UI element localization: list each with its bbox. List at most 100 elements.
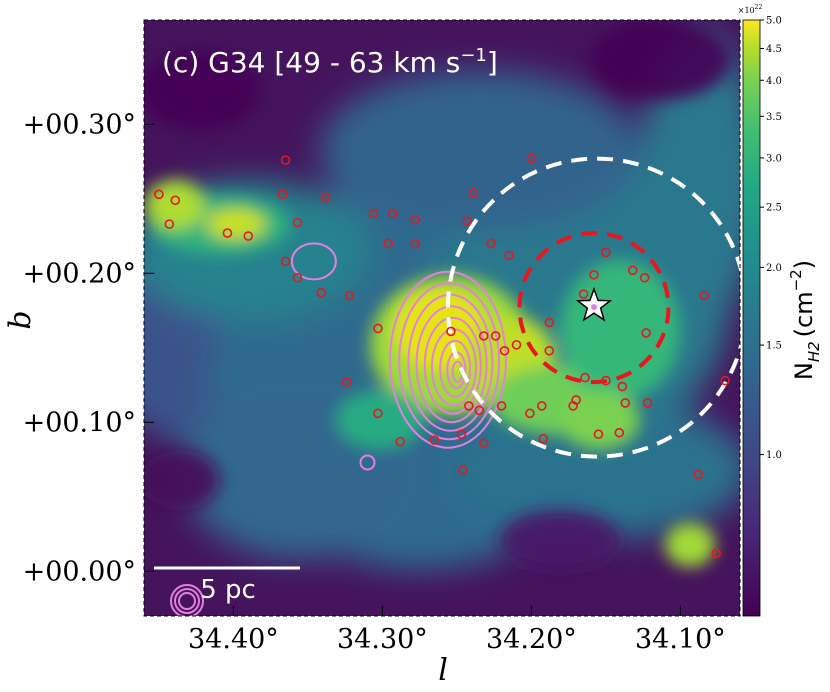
source-marker (641, 328, 651, 338)
source-marker (292, 217, 303, 228)
source-marker (474, 405, 485, 416)
source-marker (544, 345, 555, 356)
source-marker (456, 429, 467, 440)
source-marker (568, 401, 578, 411)
source-marker (464, 401, 474, 411)
colorbar-tick-label: 3.5 (766, 112, 782, 123)
source-marker (693, 469, 704, 480)
source-marker (544, 317, 555, 328)
colorbar-tick-label: 1.0 (766, 450, 782, 461)
colorbar-tick-label: 1.5 (766, 341, 782, 352)
plot-frame (143, 19, 741, 617)
source-marker (468, 188, 479, 198)
beam-ring (174, 588, 200, 614)
colorbar-tick-label: 3.0 (766, 153, 782, 164)
y-tick-label: +00.20° (23, 258, 136, 289)
x-tick-label: 34.40° (188, 624, 279, 655)
source-marker (280, 256, 291, 267)
source-marker (639, 272, 650, 283)
source-marker (410, 238, 420, 249)
source-marker (344, 290, 355, 301)
x-tick-label: 34.30° (337, 624, 428, 655)
contour-level (388, 270, 507, 449)
contour-level (359, 454, 376, 471)
source-marker (490, 331, 501, 341)
source-marker (462, 216, 473, 226)
source-marker (478, 331, 489, 341)
source-marker (526, 153, 537, 164)
source-marker (617, 381, 628, 392)
colorbar-tick-label: 4.0 (766, 76, 782, 87)
source-marker (589, 269, 599, 280)
contour-level (290, 242, 337, 281)
source-marker (593, 429, 604, 440)
colorbar-gradient (742, 19, 761, 617)
source-marker (280, 155, 291, 165)
source-marker (395, 436, 406, 447)
source-marker (499, 345, 510, 356)
source-marker (601, 247, 611, 258)
source-marker (614, 427, 625, 438)
x-tick-label: 34.10° (635, 624, 726, 655)
y-tick-label: +00.00° (23, 556, 136, 587)
source-marker (458, 465, 468, 475)
circle-inner-red-dashed (517, 231, 671, 385)
beam-ring (170, 584, 204, 616)
source-marker (620, 398, 631, 408)
colorbar-tick-label: 5.0 (766, 16, 782, 27)
colorbar-tick-label: 2.0 (766, 263, 782, 274)
contour-clump-sw (359, 454, 376, 471)
source-marker (320, 192, 331, 203)
source-marker (154, 189, 164, 200)
source-marker (496, 401, 507, 411)
y-tick-label: +00.30° (23, 109, 136, 140)
source-marker (511, 340, 522, 350)
colorbar-scale-note: ×1022 (738, 4, 763, 15)
source-marker (642, 398, 653, 408)
source-marker (478, 438, 489, 448)
source-marker (316, 287, 327, 298)
source-marker (243, 231, 254, 241)
beam-ring (178, 592, 196, 610)
source-marker (410, 214, 420, 225)
source-marker (341, 377, 352, 387)
contour-level (439, 339, 472, 398)
source-marker (504, 250, 514, 261)
colorbar-tick-label: 2.5 (766, 203, 782, 214)
star-center (590, 304, 597, 311)
colorbar-label: NH2(cm−2) (787, 260, 823, 380)
source-marker (170, 195, 181, 206)
source-marker (580, 372, 590, 383)
contour-level (423, 316, 482, 415)
source-marker (446, 326, 456, 337)
colorbar: 5.0 4.5 4.0 3.5 3.0 2.5 2.0 1.5 1.0 ×1022 NH2(cm… (738, 4, 823, 617)
contour-level (398, 282, 501, 441)
source-marker (429, 435, 440, 445)
colorbar-tick-label: 4.5 (766, 44, 782, 55)
source-marker (601, 375, 611, 386)
y-axis-label: b (3, 310, 38, 329)
scale-bar-label: 5 pc (200, 575, 256, 605)
source-marker (538, 433, 549, 444)
source-marker (373, 408, 383, 419)
column-density-map (144, 20, 740, 616)
panel-title: (c) G34 [49 - 63 km s−1] (162, 45, 498, 79)
source-marker (578, 289, 589, 299)
source-markers (154, 153, 730, 559)
source-marker (711, 548, 721, 559)
contour-level (415, 305, 488, 424)
source-marker (537, 401, 547, 411)
source-marker (388, 208, 398, 219)
source-marker (720, 375, 730, 386)
source-marker (368, 208, 379, 219)
source-marker (373, 323, 383, 334)
source-marker (699, 290, 710, 301)
x-axis-label: l (438, 653, 448, 688)
source-marker (164, 219, 175, 229)
x-tick-label: 34.20° (486, 624, 577, 655)
source-marker (383, 238, 394, 249)
source-marker (486, 238, 496, 249)
source-marker (525, 408, 535, 419)
source-marker (292, 272, 303, 283)
